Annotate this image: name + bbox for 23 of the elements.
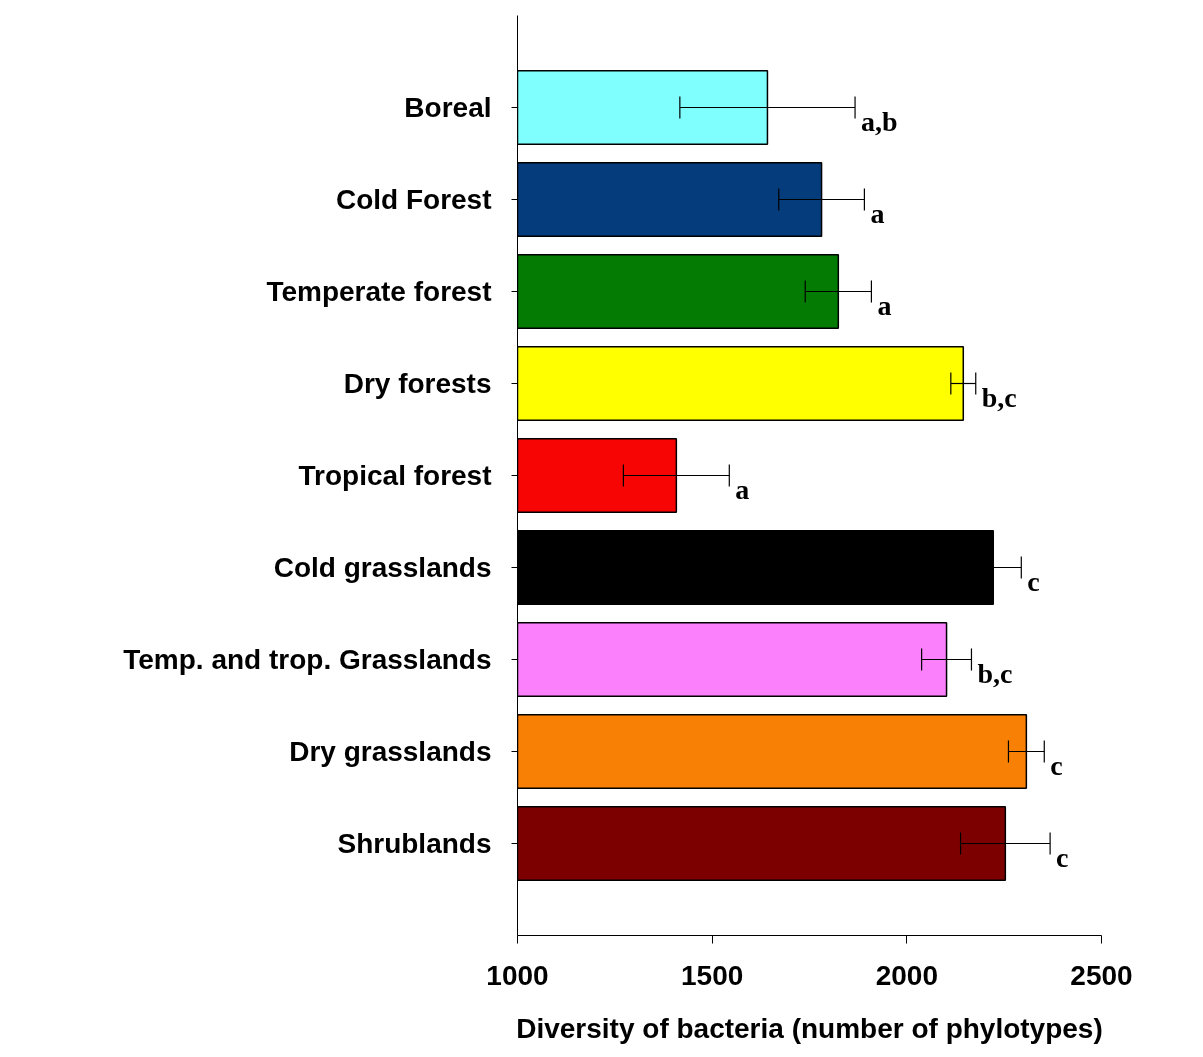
annotation: b,c	[981, 382, 1017, 413]
annotation: a,b	[861, 106, 898, 137]
y-tick-label: Temperate forest	[266, 276, 492, 307]
annotation: a	[877, 290, 892, 321]
annotation: b,c	[977, 658, 1013, 689]
annotation: c	[1050, 750, 1063, 781]
y-tick-label: Dry grasslands	[289, 736, 492, 767]
x-tick-label: 2500	[1070, 959, 1133, 991]
y-tick-label: Cold grasslands	[273, 552, 492, 583]
annotation: a	[735, 474, 750, 505]
annotation: a	[870, 198, 885, 229]
y-tick-label: Cold Forest	[335, 184, 492, 215]
x-tick-label: 2000	[875, 959, 938, 991]
annotation: c	[1027, 566, 1040, 597]
y-tick-label: Dry forests	[343, 368, 492, 399]
x-tick-label: 1500	[681, 959, 744, 991]
y-tick-label: Shrublands	[337, 828, 492, 859]
y-tick-label: Boreal	[404, 92, 492, 123]
x-tick-label: 1000	[486, 959, 549, 991]
y-tick-label: Tropical forest	[298, 460, 492, 491]
annotation: c	[1056, 842, 1069, 873]
y-tick-label: Temp. and trop. Grasslands	[123, 644, 492, 675]
x-axis-title: Diversity of bacteria (number of phylotypes)	[516, 1012, 1103, 1044]
